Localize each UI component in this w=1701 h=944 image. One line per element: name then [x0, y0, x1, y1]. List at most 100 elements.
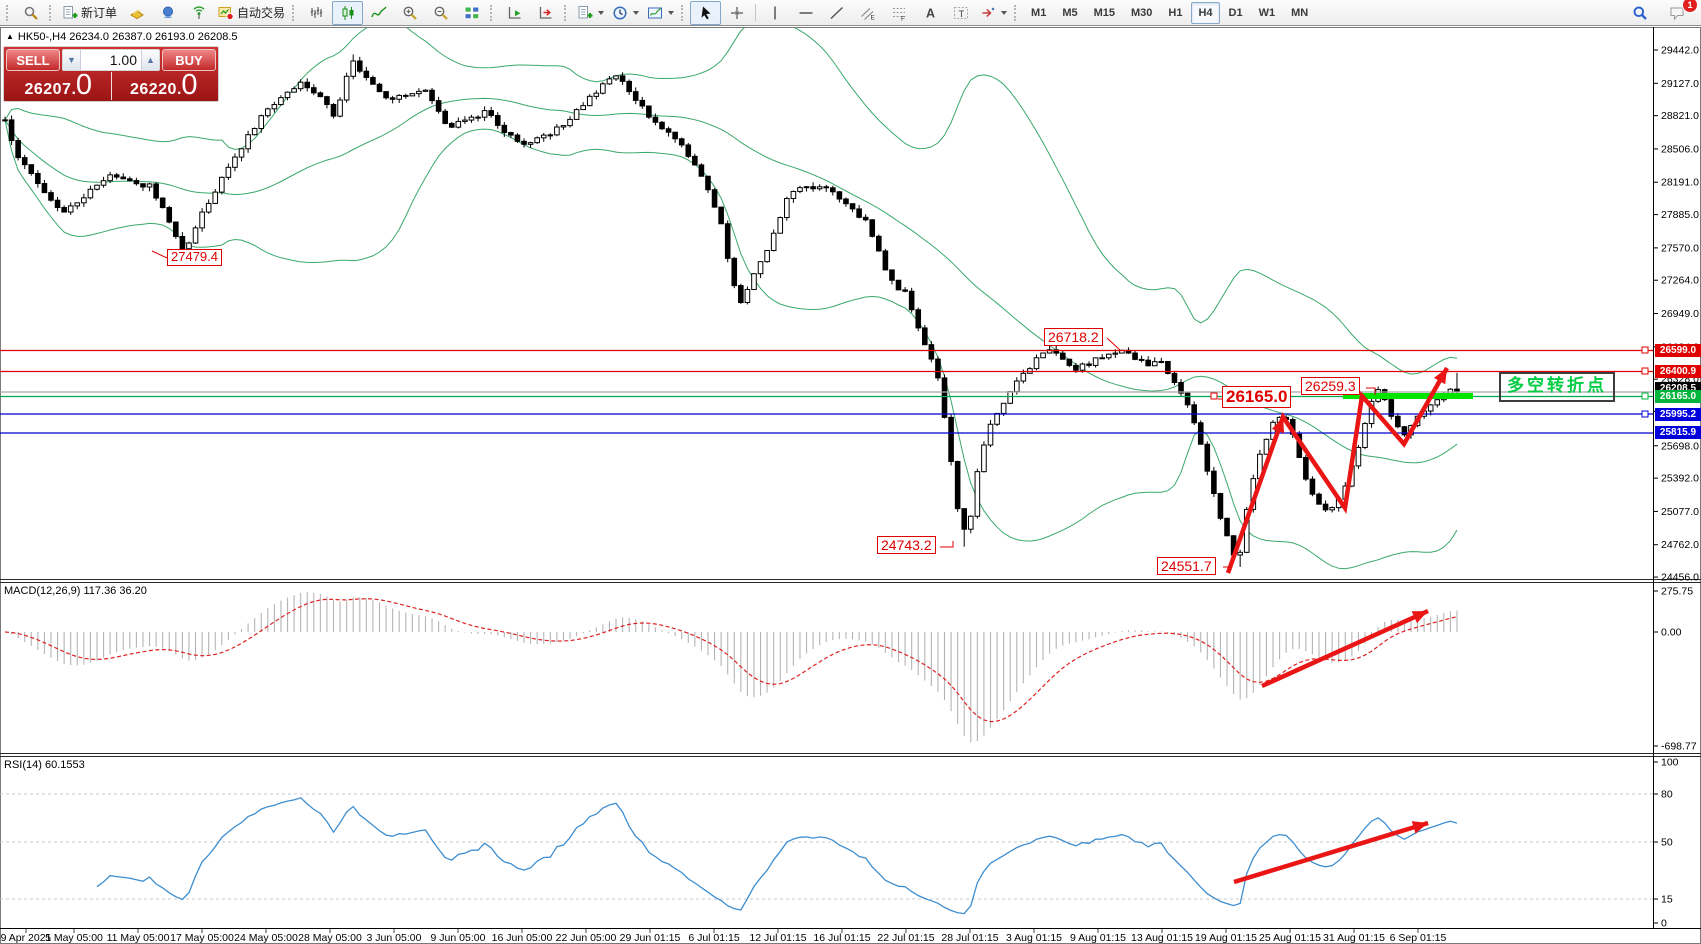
svg-text:F: F: [901, 15, 905, 21]
tile-windows-icon: [464, 6, 479, 19]
zoom-in-icon: [403, 6, 417, 20]
price-callout-26165.0[interactable]: 26165.0: [1222, 386, 1292, 408]
line-chart-icon: [370, 6, 387, 17]
chart-shift-button[interactable]: [530, 1, 561, 25]
line-chart-button[interactable]: [363, 1, 394, 25]
candlestick-chart-button[interactable]: [332, 0, 364, 25]
timeframe-w1[interactable]: W1: [1258, 6, 1276, 19]
price-callout-27479.4[interactable]: 27479.4: [167, 249, 222, 266]
macd-tick: 0.00: [1661, 627, 1682, 639]
fibonacci-icon: F: [892, 7, 905, 21]
one-click-trading-panel: SELL ▼ 1.00 ▲ BUY 26207. 0 26220. 0: [3, 46, 219, 102]
sell-price-pip: 0: [75, 69, 93, 101]
axes: 29442.0 29127.0 28821.0 28506.0 28191.0 27885…: [1, 45, 1700, 944]
rsi-tick: 80: [1661, 789, 1673, 801]
price-zigzag-arrow-head: [1433, 368, 1447, 385]
periods-button[interactable]: [608, 1, 643, 25]
horizontal-level-lines: [0, 349, 1653, 434]
axis-badge-26165.0: 26165.0: [1655, 390, 1701, 403]
new-order-button[interactable]: 新订单: [58, 1, 121, 25]
line-anchor-marker: [1641, 346, 1649, 354]
crosshair-button[interactable]: [721, 1, 752, 25]
auto-scroll-button[interactable]: [499, 1, 530, 25]
text-label-button[interactable]: T: [945, 1, 976, 25]
horizontal-line-button[interactable]: [790, 1, 821, 25]
price-tick: 25077.0: [1661, 506, 1699, 518]
volume-input[interactable]: 1.00: [109, 52, 137, 68]
quick-search-button[interactable]: [1624, 1, 1655, 25]
autotrading-button[interactable]: 自动交易: [214, 1, 289, 25]
timeframe-m5[interactable]: M5: [1062, 6, 1078, 19]
dropdown-caret-icon[interactable]: [598, 10, 605, 15]
arrows-button[interactable]: [976, 1, 1011, 25]
bar-chart-button[interactable]: [301, 1, 332, 25]
messenger-icon: [162, 6, 173, 18]
timeframe-mn[interactable]: MN: [1291, 6, 1309, 19]
notifications-button[interactable]: 1: [1661, 0, 1698, 25]
equidistant-channel-button[interactable]: E: [852, 1, 883, 25]
price-panel: [2, 28, 1460, 570]
tile-windows-button[interactable]: [456, 1, 487, 25]
search-button[interactable]: [15, 1, 46, 25]
toolbar-grip: [681, 4, 687, 21]
bull-bear-turning-point-annotation[interactable]: 多空转折点: [1499, 372, 1615, 402]
time-label: 5 May 05:00: [45, 932, 103, 944]
timeframe-h4[interactable]: H4: [1191, 1, 1220, 24]
cursor-button[interactable]: [690, 0, 722, 25]
macd-tick: -698.77: [1661, 741, 1697, 753]
metaeditor-button[interactable]: [152, 1, 183, 25]
sell-price-dot: .: [71, 81, 76, 98]
collapse-triangle-icon[interactable]: ▲: [6, 32, 14, 41]
price-tick: 24456.0: [1661, 572, 1699, 584]
time-label: 28 May 05:00: [298, 932, 362, 944]
timeframe-d1[interactable]: D1: [1228, 6, 1243, 19]
text-icon: A: [926, 6, 935, 20]
line-anchor-marker: [1641, 410, 1649, 418]
history-center-button[interactable]: [121, 1, 152, 25]
timeframe-m30[interactable]: M30: [1131, 6, 1153, 19]
zoom-out-button[interactable]: [425, 1, 456, 25]
axis-badge-26599.0: 26599.0: [1655, 344, 1701, 357]
sell-price[interactable]: 26207. 0: [6, 69, 112, 101]
horizontal-line-icon: [799, 11, 813, 14]
buy-button[interactable]: BUY: [162, 49, 216, 71]
price-callout-26718.2[interactable]: 26718.2: [1044, 328, 1103, 347]
macd-trend-arrow: [1261, 608, 1429, 689]
time-label: 3 Aug 01:15: [1006, 932, 1062, 944]
sell-button[interactable]: SELL: [6, 49, 60, 71]
dropdown-caret-icon[interactable]: [1001, 10, 1008, 15]
line-anchor-marker: [1210, 392, 1218, 400]
fibonacci-button[interactable]: F: [883, 1, 914, 25]
signals-button[interactable]: [183, 1, 214, 25]
timeframe-h1[interactable]: H1: [1168, 6, 1183, 19]
trendline-button[interactable]: [821, 1, 852, 25]
timeframe-m15[interactable]: M15: [1093, 6, 1115, 19]
templates-button[interactable]: [643, 1, 678, 25]
rsi-trend-arrow-head: [1411, 821, 1428, 834]
dropdown-caret-icon[interactable]: [668, 10, 675, 15]
price-tick: 28821.0: [1661, 110, 1699, 122]
toolbar-grip: [490, 4, 496, 21]
vertical-line-button[interactable]: [759, 1, 790, 25]
trendline-icon: [830, 6, 843, 19]
timeframe-m1[interactable]: M1: [1031, 6, 1047, 19]
time-label: 31 Aug 01:15: [1323, 932, 1385, 944]
trend-arrows: [1225, 366, 1449, 885]
text-button[interactable]: A: [914, 1, 945, 25]
price-callout-24743.2[interactable]: 24743.2: [877, 536, 936, 555]
bollinger-bands: [4, 28, 1458, 570]
gold-chart-icon: [129, 8, 144, 19]
svg-text:E: E: [870, 14, 875, 21]
label-icon: T: [953, 6, 968, 19]
volume-decrease-button[interactable]: ▼: [63, 50, 81, 70]
indicators-button[interactable]: [573, 1, 608, 25]
price-callout-26259.3[interactable]: 26259.3: [1301, 377, 1360, 396]
buy-price[interactable]: 26220. 0: [112, 71, 217, 100]
price-callout-24551.7[interactable]: 24551.7: [1157, 557, 1216, 576]
dropdown-caret-icon[interactable]: [633, 10, 640, 15]
candlestick-icon: [342, 5, 354, 20]
zoom-in-button[interactable]: [394, 1, 425, 25]
cursor-icon: [701, 6, 711, 19]
volume-increase-button[interactable]: ▲: [141, 50, 159, 70]
notification-badge: 1: [1682, 0, 1698, 13]
